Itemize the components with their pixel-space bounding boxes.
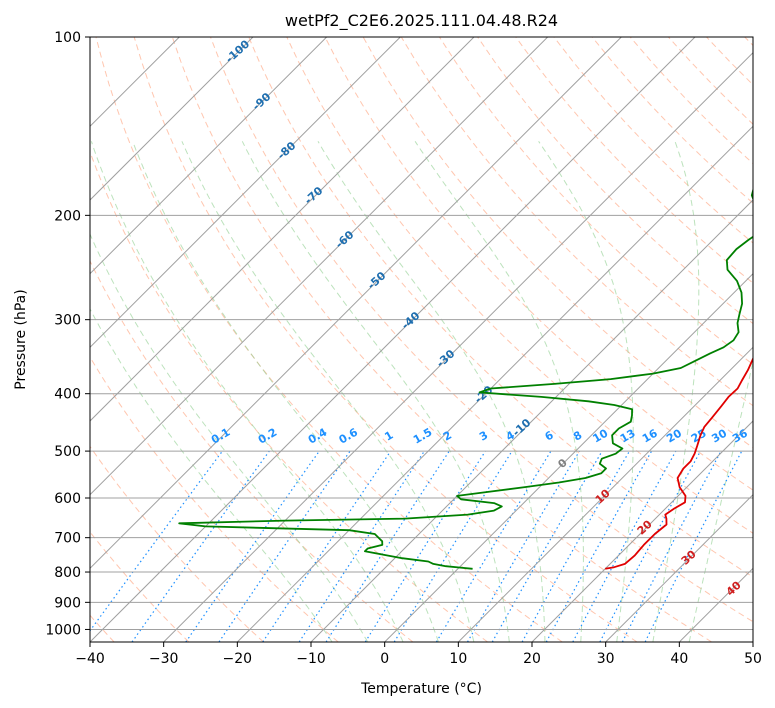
background-lines xyxy=(90,37,753,642)
x-tick-label: −40 xyxy=(75,651,105,667)
mixing-ratio-line xyxy=(325,450,450,642)
dry-adiabat-line xyxy=(210,37,753,623)
isotherm-line xyxy=(90,37,401,349)
isotherm-line xyxy=(605,493,753,642)
temperature-line xyxy=(605,356,753,570)
chart-title: wetPf2_C2E6.2025.111.04.48.R24 xyxy=(285,11,558,31)
mixing-ratio-line xyxy=(364,450,486,642)
dewpoint-line xyxy=(178,187,753,570)
isotherm-line xyxy=(163,51,753,642)
mixing-ratio-line xyxy=(435,450,552,642)
dry-adiabat-line xyxy=(248,37,753,578)
isotherm-line xyxy=(90,37,254,201)
y-tick-label: 400 xyxy=(54,387,81,403)
dry-adiabat-line xyxy=(90,445,264,642)
dry-adiabat-line xyxy=(286,37,753,534)
y-axis-label: Pressure (hPa) xyxy=(13,289,29,389)
mixing-ratio-line xyxy=(298,450,425,642)
x-tick-label: 50 xyxy=(744,651,762,667)
isotherm-line xyxy=(90,37,696,642)
isotherm-line xyxy=(90,37,328,275)
y-tick-label: 1000 xyxy=(45,622,81,638)
isotherm-line xyxy=(531,420,753,642)
mixing-ratio-line xyxy=(262,450,392,642)
plot-frame xyxy=(89,36,754,643)
mixing-ratio-line xyxy=(218,450,351,642)
mixing-ratio-line xyxy=(185,450,320,642)
mixing-ratio-line xyxy=(599,450,702,642)
dry-adiabat-line xyxy=(171,37,712,642)
isotherm-line xyxy=(457,346,753,642)
x-tick-label: 40 xyxy=(670,651,688,667)
x-tick-label: −20 xyxy=(223,651,253,667)
x-tick-label: 20 xyxy=(523,651,541,667)
y-tick-label: 300 xyxy=(54,313,81,329)
y-tick-label: 500 xyxy=(54,444,81,460)
isotherm-line xyxy=(90,37,549,496)
dry-adiabat-line xyxy=(515,37,753,284)
x-tick-label: −10 xyxy=(296,651,326,667)
y-tick-label: 700 xyxy=(54,531,81,547)
x-axis-ticks: −40 −30 −20 −10 0 10 20 30 40 50 xyxy=(75,642,762,667)
isotherm-line xyxy=(236,125,753,642)
isotherm-line xyxy=(310,199,753,642)
mixing-ratio-line xyxy=(466,450,580,642)
mixing-ratio-line xyxy=(572,450,677,642)
dry-adiabat-line xyxy=(133,37,638,642)
y-tick-label: 600 xyxy=(54,491,81,507)
x-tick-label: 30 xyxy=(597,651,615,667)
y-tick-label: 100 xyxy=(54,30,81,46)
x-tick-label: 10 xyxy=(449,651,467,667)
x-tick-label: −30 xyxy=(149,651,179,667)
x-axis-label: Temperature (°C) xyxy=(360,681,482,697)
dry-adiabat-line xyxy=(90,259,414,642)
isotherm-line xyxy=(384,272,753,642)
y-tick-label: 200 xyxy=(54,208,81,224)
y-tick-label: 900 xyxy=(54,595,81,611)
sounding-traces xyxy=(178,187,753,570)
y-tick-label: 800 xyxy=(54,565,81,581)
dry-adiabat-line xyxy=(324,37,753,491)
isotherm-line xyxy=(90,37,622,570)
isotherm-line xyxy=(90,37,475,422)
y-axis-ticks: 100 200 300 400 500 600 700 800 900 1000 xyxy=(45,30,90,638)
x-tick-label: 0 xyxy=(380,651,389,667)
dry-adiabat-line xyxy=(95,37,563,642)
